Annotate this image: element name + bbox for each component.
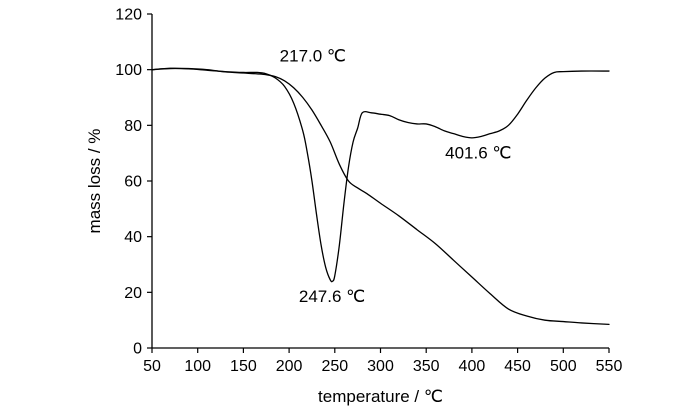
x-tick-label: 150 — [230, 358, 257, 375]
x-tick-label: 300 — [367, 358, 394, 375]
dtg-curve — [151, 67, 610, 283]
x-tick-label: 400 — [459, 358, 486, 375]
x-tick-label: 500 — [550, 358, 577, 375]
y-tick-label: 100 — [115, 62, 142, 79]
x-axis-title: temperature / ℃ — [318, 387, 443, 406]
y-tick-label: 60 — [124, 174, 142, 191]
x-tick-label: 250 — [321, 358, 348, 375]
y-tick-label: 120 — [115, 7, 142, 24]
series-group — [151, 67, 610, 325]
peak-temperature-label: 247.6 ℃ — [299, 287, 365, 306]
x-tick-label: 350 — [413, 358, 440, 375]
annotations: 217.0 ℃ 247.6 ℃ 401.6 ℃ — [280, 46, 512, 306]
x-tick-label: 550 — [596, 358, 623, 375]
y-tick-label: 20 — [124, 285, 142, 302]
x-tick-label: 200 — [276, 358, 303, 375]
y-axis-title: mass loss / % — [85, 129, 104, 234]
y-axis-ticks: 0 20 40 60 80 100 120 — [115, 7, 152, 358]
x-tick-label: 100 — [184, 358, 211, 375]
tg-curve — [151, 67, 610, 325]
y-tick-label: 40 — [124, 229, 142, 246]
y-tick-label: 80 — [124, 118, 142, 135]
peak-temperature-label: 217.0 ℃ — [280, 46, 346, 65]
x-tick-label: 50 — [143, 358, 161, 375]
y-tick-label: 0 — [133, 341, 142, 358]
x-axis-ticks: 50 100 150 200 250 300 350 400 450 500 550 — [143, 348, 622, 375]
peak-temperature-label: 401.6 ℃ — [445, 144, 511, 163]
x-tick-label: 450 — [504, 358, 531, 375]
